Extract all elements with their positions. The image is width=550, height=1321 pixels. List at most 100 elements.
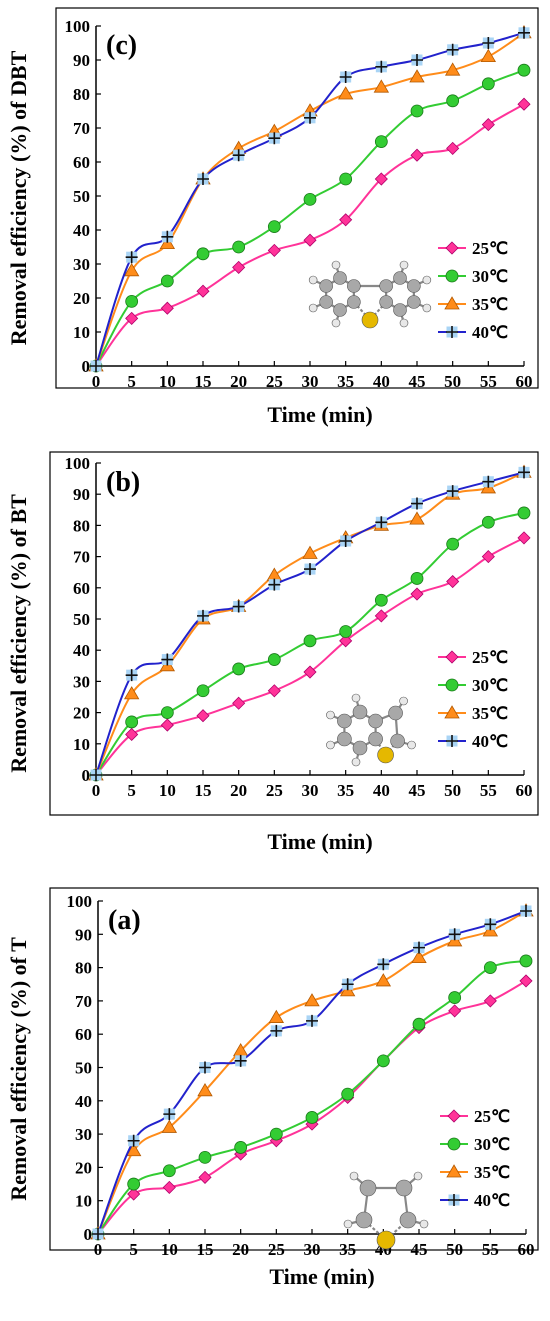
x-tick-label: 40	[373, 781, 390, 800]
data-point	[123, 263, 140, 277]
data-point	[480, 48, 497, 62]
data-point	[161, 653, 174, 666]
y-tick-label: 70	[73, 548, 90, 567]
data-point	[232, 696, 246, 710]
data-point	[125, 669, 138, 682]
benzothiophene-molecule-icon	[326, 693, 416, 767]
legend-marker	[445, 678, 459, 692]
dibenzothiophene-molecule-icon	[308, 260, 432, 329]
y-axis-title: Removal efficiency (%) of T	[6, 937, 31, 1201]
marker-cross	[163, 1108, 176, 1121]
panel-label: (a)	[108, 905, 141, 936]
marker-cross	[411, 497, 423, 510]
y-tick-label: 80	[73, 516, 90, 535]
x-tick-label: 60	[516, 781, 533, 800]
data-point	[446, 574, 460, 589]
x-tick-label: 20	[230, 372, 247, 391]
atom	[368, 731, 383, 747]
y-tick-label: 90	[73, 485, 90, 504]
legend-label: 40℃	[472, 732, 508, 751]
y-tick-label: 50	[73, 187, 90, 206]
data-point	[304, 993, 320, 1007]
x-axis-title: Time (min)	[267, 829, 372, 854]
data-point	[483, 994, 497, 1008]
atom	[407, 740, 416, 750]
chart-frame	[55, 7, 539, 389]
legend-marker	[445, 650, 459, 664]
series-plus-square	[90, 26, 530, 372]
data-point	[339, 172, 353, 186]
legend-label: 35℃	[472, 704, 508, 723]
data-point	[196, 247, 210, 261]
marker-cross	[377, 958, 390, 971]
atom	[422, 275, 432, 285]
marker-cross	[304, 111, 316, 124]
marker-cross	[411, 54, 423, 66]
data-point	[90, 769, 102, 781]
legend-label: 30℃	[472, 676, 508, 695]
legend-marker	[445, 269, 459, 283]
x-tick-label: 55	[480, 781, 497, 800]
data-point	[448, 928, 461, 941]
x-tick-label: 40	[373, 372, 390, 391]
legend-label: 25℃	[472, 239, 508, 258]
legend-label: 25℃	[472, 648, 508, 667]
data-point	[446, 43, 459, 56]
series-plus-square	[90, 466, 530, 781]
data-point	[518, 466, 530, 479]
atom	[347, 295, 361, 309]
y-tick-label: 0	[82, 766, 91, 785]
data-point	[375, 60, 388, 73]
data-point	[377, 958, 390, 971]
marker-cross	[161, 653, 174, 666]
legend-marker	[445, 241, 459, 255]
y-tick-label: 50	[73, 610, 90, 629]
x-tick-label: 0	[92, 781, 101, 800]
series-plus-square	[92, 904, 532, 1240]
data-point	[127, 1177, 141, 1191]
marker-cross	[520, 904, 532, 917]
data-point	[374, 593, 388, 607]
atom	[399, 696, 408, 706]
data-point	[268, 578, 281, 591]
data-point	[339, 634, 353, 648]
y-tick-label: 20	[73, 704, 90, 723]
series-triangle	[88, 464, 532, 781]
data-point	[517, 506, 531, 520]
data-point	[197, 609, 209, 622]
marker-cross	[161, 230, 174, 243]
x-tick-label: 50	[444, 781, 461, 800]
data-point	[411, 497, 423, 510]
data-point	[339, 625, 353, 638]
y-tick-label: 30	[75, 1125, 92, 1144]
marker-cross	[482, 37, 495, 49]
data-point	[519, 974, 533, 988]
chart-panel-c: 0 10 20 30 40 50 60 70 80 90 100 0 5 10 15 20 25 30 35 40 45…	[6, 7, 539, 427]
data-point	[162, 1180, 176, 1194]
atom	[319, 279, 333, 293]
x-tick-label: 45	[409, 372, 426, 391]
data-point	[197, 1083, 213, 1097]
marker-cross	[375, 60, 388, 73]
data-point	[199, 1061, 211, 1074]
y-tick-label: 10	[75, 1192, 92, 1211]
data-point	[303, 192, 317, 206]
data-point	[160, 718, 174, 732]
marker-cross	[125, 251, 138, 264]
x-tick-label: 10	[159, 781, 176, 800]
marker-cross	[446, 735, 458, 747]
legend-label: 40℃	[474, 1191, 510, 1210]
marker-cross	[341, 978, 354, 991]
atom	[319, 295, 333, 309]
atom	[308, 303, 318, 313]
marker-cross	[518, 466, 530, 479]
data-point	[411, 54, 423, 66]
data-point	[341, 1087, 355, 1101]
atom	[355, 1211, 373, 1229]
atom	[407, 279, 421, 293]
legend: 25℃ 30℃ 35℃ 40℃	[438, 239, 508, 342]
y-tick-label: 80	[75, 959, 92, 978]
data-point	[341, 978, 354, 991]
marker-cross	[92, 1228, 104, 1240]
